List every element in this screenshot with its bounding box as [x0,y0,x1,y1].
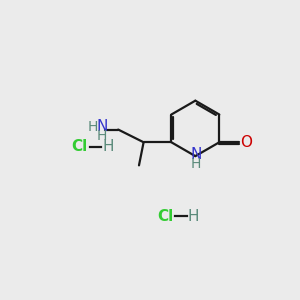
Text: H: H [102,140,114,154]
Text: N: N [190,147,202,162]
Text: O: O [240,135,252,150]
Text: H: H [188,209,199,224]
Text: H: H [97,129,107,143]
Text: Cl: Cl [157,209,173,224]
Text: H: H [190,157,201,171]
Text: H: H [88,120,98,134]
Text: N: N [96,119,108,134]
Text: Cl: Cl [72,140,88,154]
